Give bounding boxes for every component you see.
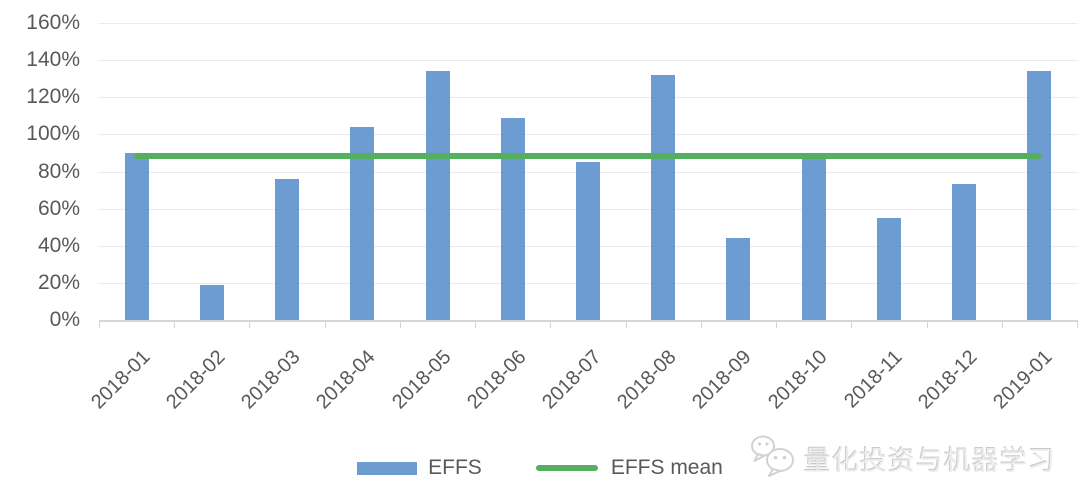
x-axis-line xyxy=(99,320,1077,322)
mean-line xyxy=(133,152,1043,159)
bar-2018-07 xyxy=(576,162,600,320)
x-axis-category-label: 2018-12 xyxy=(914,346,982,414)
wechat-chat-bubbles-icon xyxy=(749,434,799,482)
y-axis-tick-label: 40% xyxy=(37,233,80,257)
y-axis-tick-label: 140% xyxy=(26,48,80,72)
y-axis-tick-label: 120% xyxy=(26,85,80,109)
y-axis-tick-label: 60% xyxy=(37,196,80,220)
legend-effs-swatch xyxy=(357,461,418,475)
watermark: 量化投资与机器学习 xyxy=(749,434,1056,482)
x-axis-category-label: 2018-07 xyxy=(538,346,606,414)
bar-2018-05 xyxy=(425,71,450,320)
y-axis-tick-label: 20% xyxy=(37,270,80,294)
x-axis-tick xyxy=(324,320,326,328)
bar-2018-10 xyxy=(801,158,826,320)
x-axis-tick xyxy=(249,320,251,328)
y-axis-tick-label: 100% xyxy=(26,122,80,146)
x-axis-tick xyxy=(99,320,100,328)
legend-effs-label: EFFS xyxy=(428,456,482,479)
x-axis-category-label: 2018-05 xyxy=(387,346,456,414)
bar-2018-08 xyxy=(651,74,676,320)
gridline xyxy=(99,60,1077,62)
x-axis-tick xyxy=(700,320,702,328)
x-axis-category-label: 2018-04 xyxy=(312,346,380,414)
legend: EFFS EFFS mean xyxy=(0,456,1080,480)
x-axis-tick xyxy=(926,320,928,328)
bar-2018-11 xyxy=(876,217,901,320)
y-axis-tick-label: 80% xyxy=(37,159,80,183)
bar-2018-01 xyxy=(124,152,149,320)
x-axis-category-label: 2018-08 xyxy=(613,346,681,414)
x-axis-category-label: 2018-06 xyxy=(462,346,531,414)
bar-2018-06 xyxy=(500,117,525,320)
x-axis-tick xyxy=(625,320,627,328)
x-axis-tick xyxy=(399,320,401,328)
gridline xyxy=(99,134,1077,136)
bar-2018-03 xyxy=(275,178,300,320)
x-axis-tick xyxy=(776,320,778,328)
bar-2018-12 xyxy=(952,184,977,320)
y-axis-tick-label: 160% xyxy=(26,11,80,34)
x-axis-tick xyxy=(851,320,853,328)
bar-2018-09 xyxy=(726,238,751,320)
x-axis-category-label: 2018-02 xyxy=(161,346,230,414)
watermark-text: 量化投资与机器学习 xyxy=(804,445,1056,476)
x-axis-category-label: 2018-11 xyxy=(840,346,907,413)
x-axis-tick xyxy=(1077,320,1078,328)
x-axis-category-label: 2018-09 xyxy=(688,346,757,414)
gridline xyxy=(99,97,1077,99)
x-axis-tick xyxy=(475,320,477,328)
x-axis-category-label: 2018-03 xyxy=(237,346,305,414)
x-axis-tick xyxy=(174,320,176,328)
bar-2018-04 xyxy=(350,126,375,320)
legend-mean-label: EFFS mean xyxy=(610,456,723,479)
bar-2018-02 xyxy=(199,284,224,320)
x-axis-category-label: 2019-01 xyxy=(989,346,1057,414)
bar-2019-01 xyxy=(1027,71,1052,320)
x-axis-tick xyxy=(550,320,552,328)
x-axis-category-label: 2018-01 xyxy=(86,346,155,414)
x-axis-tick xyxy=(1001,320,1003,328)
legend-mean-swatch xyxy=(535,465,598,471)
gridline xyxy=(99,23,1077,24)
y-axis-tick-label: 0% xyxy=(49,308,80,331)
x-axis-category-label: 2018-10 xyxy=(763,346,832,414)
